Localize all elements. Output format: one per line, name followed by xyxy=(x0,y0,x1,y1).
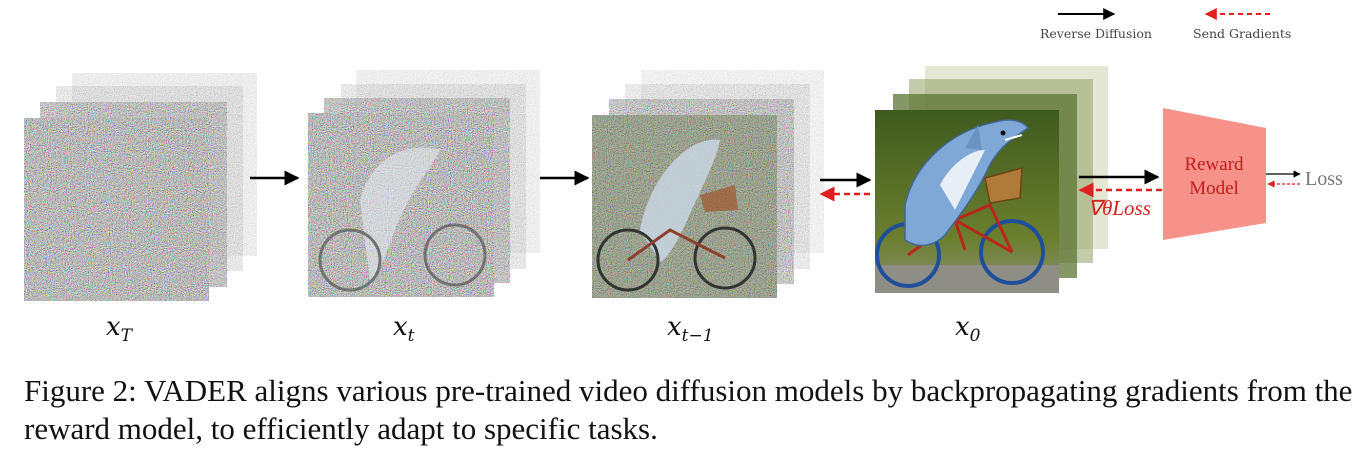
reward-model-line2: Model xyxy=(1189,178,1239,199)
loss-label: Loss xyxy=(1305,168,1343,190)
label-x0: x0 xyxy=(955,312,981,347)
basket xyxy=(984,167,1023,204)
gradient-label: ∇θLoss xyxy=(1088,196,1151,220)
shark-on-bicycle xyxy=(875,119,1045,288)
stack-xt xyxy=(308,70,540,297)
figure-caption: Figure 2: VADER aligns various pre-train… xyxy=(24,373,1353,446)
rear-wheel xyxy=(979,219,1045,285)
shark-silhouette xyxy=(596,139,757,292)
label-xT: xT xyxy=(106,312,133,347)
stack-x0 xyxy=(875,66,1108,293)
legend: Reverse Diffusion Send Gradients xyxy=(1040,8,1291,41)
legend-reverse-label: Reverse Diffusion xyxy=(1040,26,1152,41)
faint-shark-silhouette xyxy=(318,147,487,292)
legend-send-label: Send Gradients xyxy=(1193,26,1291,41)
label-xt: xt xyxy=(393,312,415,347)
stack-xt-1 xyxy=(592,70,824,298)
stack-xT xyxy=(24,73,257,301)
label-xt-1: xt−1 xyxy=(667,312,714,347)
reward-model-box xyxy=(1163,108,1266,240)
noise-frame-xT xyxy=(24,118,209,301)
reward-model-line1: Reward xyxy=(1184,154,1244,175)
